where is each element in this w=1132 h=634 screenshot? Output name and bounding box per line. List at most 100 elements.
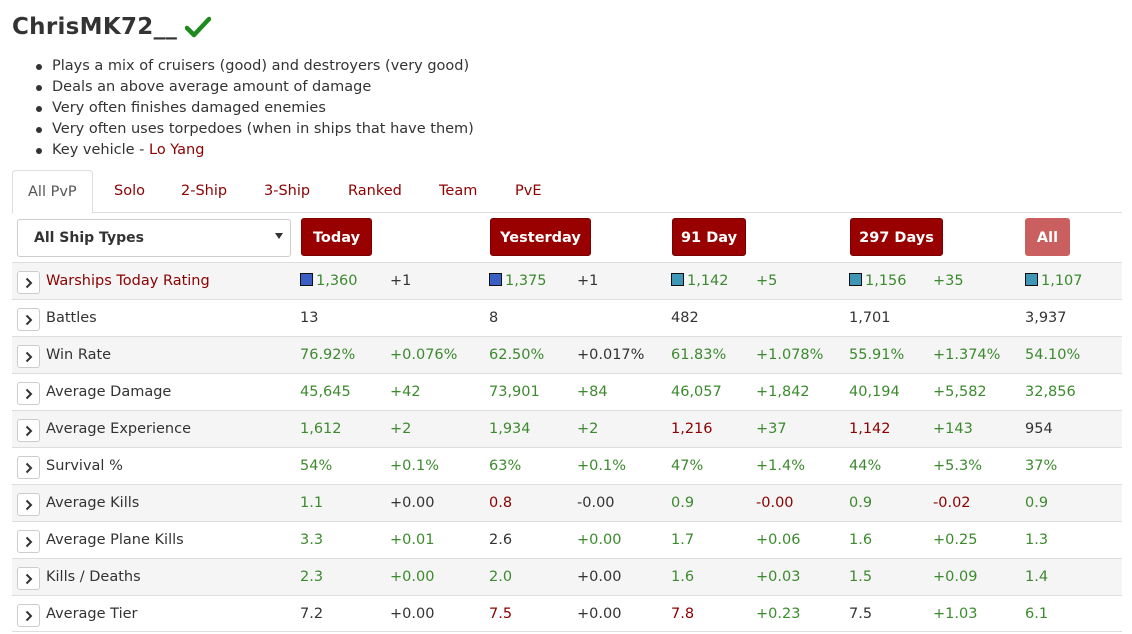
stat-value: 61.83% <box>671 347 727 363</box>
tab-2-ship[interactable]: 2-Ship <box>181 183 228 199</box>
row-label: Average Experience <box>46 421 192 437</box>
trait-item: Very often uses torpedoes (when in ships… <box>32 119 474 140</box>
stat-delta: +0.00 <box>390 606 435 622</box>
period-all-button[interactable]: All <box>1025 218 1070 256</box>
row-label: Average Tier <box>46 606 138 622</box>
stat-value: 0.9 <box>1025 495 1049 511</box>
tab-team[interactable]: Team <box>439 183 478 199</box>
stat-value: 1.1 <box>300 495 324 511</box>
expand-row-button[interactable] <box>17 419 40 442</box>
expand-row-button[interactable] <box>17 530 40 553</box>
stat-delta: +0.00 <box>390 569 435 585</box>
expand-row-button[interactable] <box>17 382 40 405</box>
stat-delta: +0.00 <box>577 606 622 622</box>
stat-delta: +84 <box>577 384 608 400</box>
tab-pve[interactable]: PvE <box>515 183 542 199</box>
tab-solo[interactable]: Solo <box>114 183 145 199</box>
expand-row-button[interactable] <box>17 271 40 294</box>
rating-value: 1,156 <box>865 273 907 289</box>
period-yesterday-button[interactable]: Yesterday <box>490 218 591 256</box>
stat-value: 1.4 <box>1025 569 1049 585</box>
trait-item: Plays a mix of cruisers (good) and destr… <box>32 56 474 77</box>
stat-delta: +0.1% <box>390 458 439 474</box>
row-label: Win Rate <box>46 347 112 363</box>
row-label: Survival % <box>46 458 123 474</box>
stat-value: 55.91% <box>849 347 905 363</box>
rating-color-swatch <box>489 272 502 286</box>
stat-delta: +1 <box>390 273 412 289</box>
stat-value: 54.10% <box>1025 347 1081 363</box>
table-row: Win Rate 76.92% +0.076% 62.50% +0.017% 61.83%… <box>12 336 1122 373</box>
stat-value: 1,216 <box>671 421 713 437</box>
stat-value: 37% <box>1025 458 1058 474</box>
stat-value: 1,156 <box>849 263 907 299</box>
stat-value: 1,612 <box>300 421 342 437</box>
stat-value: 73,901 <box>489 384 540 400</box>
expand-row-button[interactable] <box>17 308 40 331</box>
stat-value: 1.6 <box>849 532 873 548</box>
stat-delta: +5.3% <box>933 458 982 474</box>
table-row: Average Damage 45,645 +42 73,901 +84 46,057 +1… <box>12 373 1122 410</box>
chevron-right-icon <box>25 425 33 437</box>
stat-value: 7.2 <box>300 606 324 622</box>
trait-item: Deals an above average amount of damage <box>32 77 474 98</box>
tab-3-ship[interactable]: 3-Ship <box>264 183 311 199</box>
stat-value: 7.8 <box>671 606 695 622</box>
stat-delta: -0.00 <box>756 495 794 511</box>
table-row: Average Experience 1,612 +2 1,934 +2 1,216 +37… <box>12 410 1122 447</box>
rating-color-swatch <box>849 272 862 286</box>
row-label: Average Plane Kills <box>46 532 184 548</box>
tab-ranked[interactable]: Ranked <box>348 183 402 199</box>
row-label[interactable]: Warships Today Rating <box>46 273 210 289</box>
chevron-right-icon <box>25 351 33 363</box>
stat-delta: +0.09 <box>933 569 978 585</box>
chevron-right-icon <box>25 573 33 585</box>
key-vehicle-item: Key vehicle - Lo Yang <box>32 140 474 161</box>
rating-value: 1,360 <box>316 273 358 289</box>
player-header: ChrisMK72__ <box>12 11 212 43</box>
stat-delta: +0.00 <box>577 532 622 548</box>
rating-value: 1,107 <box>1041 273 1083 289</box>
stat-delta: +0.03 <box>756 569 801 585</box>
rating-color-swatch <box>671 272 684 286</box>
stat-value: 2.3 <box>300 569 324 585</box>
stat-value: 13 <box>300 310 319 326</box>
rating-value: 1,142 <box>687 273 729 289</box>
stat-value: 6.1 <box>1025 606 1049 622</box>
stat-delta: +0.1% <box>577 458 626 474</box>
stat-delta: +1 <box>577 273 599 289</box>
key-vehicle-prefix: Key vehicle - <box>52 142 149 158</box>
row-label: Kills / Deaths <box>46 569 141 585</box>
stat-value: 1.5 <box>849 569 873 585</box>
stat-value: 46,057 <box>671 384 722 400</box>
period-297-days-button[interactable]: 297 Days <box>850 218 943 256</box>
table-row: Average Tier 7.2 +0.00 7.5 +0.00 7.8 +0.23 7.5 +… <box>12 595 1122 632</box>
chevron-right-icon <box>25 536 33 548</box>
stat-delta: +2 <box>390 421 412 437</box>
stat-value: 0.9 <box>849 495 873 511</box>
period-91-day-button[interactable]: 91 Day <box>672 218 746 256</box>
chevron-right-icon <box>25 388 33 400</box>
expand-row-button[interactable] <box>17 456 40 479</box>
stat-delta: +0.076% <box>390 347 458 363</box>
stat-delta: +1.078% <box>756 347 824 363</box>
expand-row-button[interactable] <box>17 567 40 590</box>
stat-delta: +37 <box>756 421 787 437</box>
stat-value: 1,142 <box>849 421 891 437</box>
key-vehicle-link[interactable]: Lo Yang <box>149 142 205 158</box>
chevron-right-icon <box>25 277 33 289</box>
expand-row-button[interactable] <box>17 345 40 368</box>
table-row: Average Plane Kills 3.3 +0.01 2.6 +0.00 1.7 +0… <box>12 521 1122 558</box>
stat-value: 76.92% <box>300 347 356 363</box>
period-today-button[interactable]: Today <box>301 218 372 256</box>
table-row: Kills / Deaths 2.3 +0.00 2.0 +0.00 1.6 +0.03 1.… <box>12 558 1122 595</box>
tab-all-pvp[interactable]: All PvP <box>12 170 93 214</box>
ship-type-select[interactable]: All Ship Types <box>17 219 291 257</box>
stat-value: 1.6 <box>671 569 695 585</box>
expand-row-button[interactable] <box>17 493 40 516</box>
expand-row-button[interactable] <box>17 604 40 627</box>
rating-color-swatch <box>1025 272 1038 286</box>
stat-value: 44% <box>849 458 882 474</box>
table-row: Survival % 54% +0.1% 63% +0.1% 47% +1.4% 44% +5.… <box>12 447 1122 484</box>
player-traits: Plays a mix of cruisers (good) and destr… <box>32 56 474 161</box>
